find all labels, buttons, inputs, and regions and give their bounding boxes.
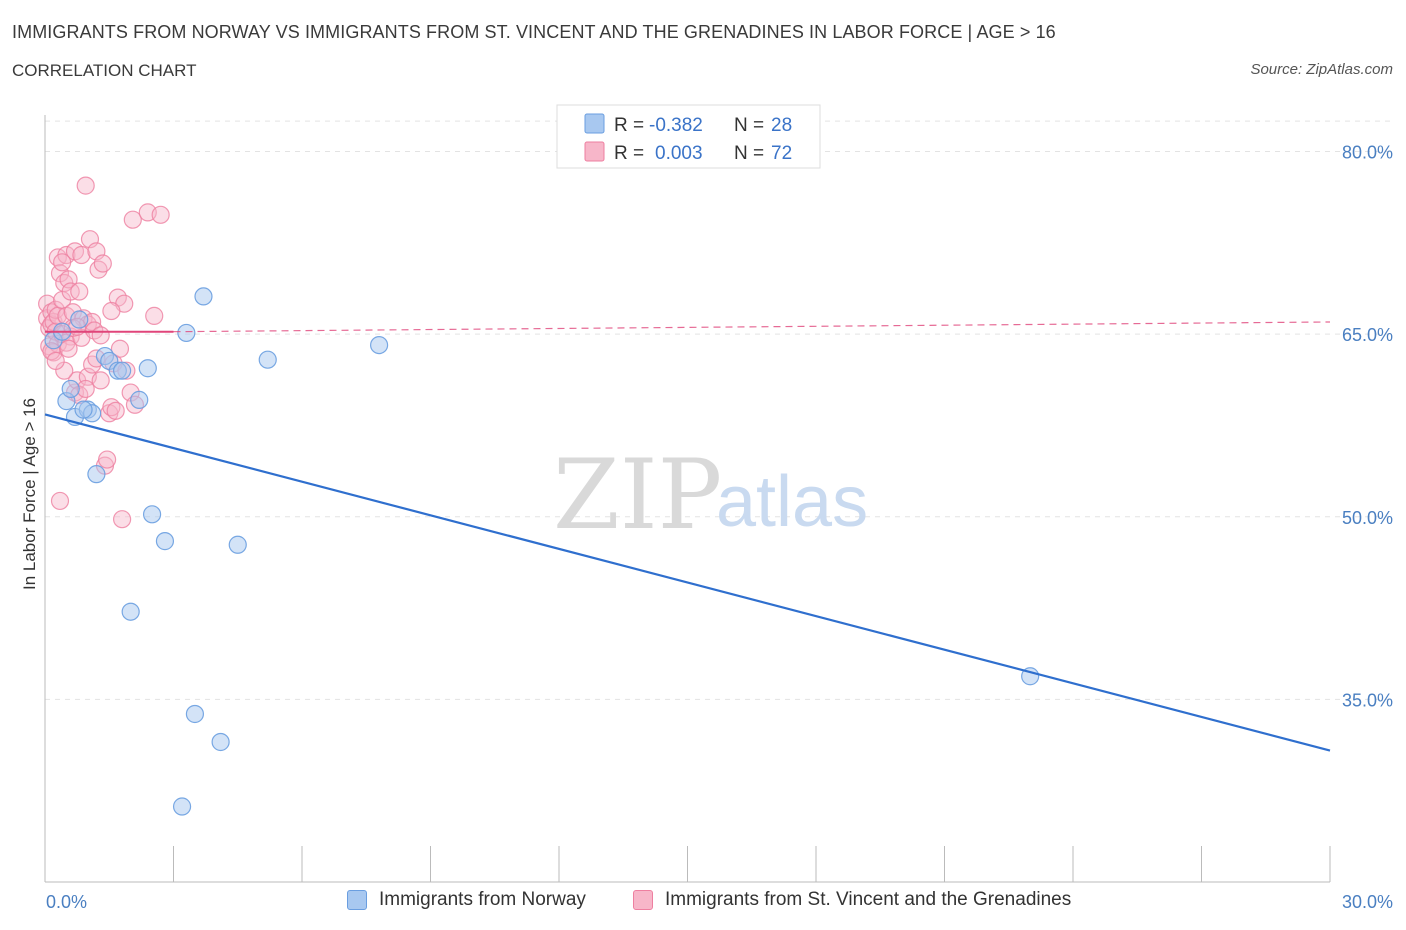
svg-point bbox=[59, 339, 78, 358]
norway-point bbox=[228, 535, 247, 554]
svg-trend-line-dashed bbox=[173, 321, 1331, 333]
norway-point bbox=[61, 379, 80, 399]
norway-point bbox=[185, 704, 205, 724]
y-axis-title: In Labor Force | Age > 16 bbox=[20, 398, 39, 590]
svg-point bbox=[98, 450, 117, 469]
svg-point bbox=[110, 339, 130, 358]
svg-point bbox=[151, 205, 170, 224]
norway-point bbox=[138, 359, 157, 378]
norway-trend-line bbox=[44, 413, 1331, 752]
svg-point bbox=[102, 301, 121, 321]
svg-point bbox=[46, 351, 65, 371]
x-tick-label-min: 0.0% bbox=[46, 892, 87, 912]
svg-point bbox=[91, 371, 110, 390]
svg-point bbox=[50, 491, 70, 511]
norway-point bbox=[121, 602, 140, 621]
svg-n-label: N = bbox=[734, 143, 764, 164]
svg-swatch bbox=[633, 890, 653, 910]
svg-r-label: R = bbox=[614, 143, 644, 164]
legend-item-norway: Immigrants from Norway bbox=[347, 889, 586, 911]
norway-series-points bbox=[44, 287, 1040, 816]
y-tick-label-65: 65.0% bbox=[1342, 325, 1393, 345]
norway-point bbox=[258, 350, 277, 369]
norway-n-label: N = bbox=[734, 115, 764, 136]
y-tick-label-50: 50.0% bbox=[1342, 508, 1393, 528]
svg-n-value: 72 bbox=[771, 143, 792, 164]
svg-point bbox=[112, 510, 132, 529]
legend-item-svg: Immigrants from St. Vincent and the Gren… bbox=[633, 889, 1071, 911]
norway-n-value: 28 bbox=[771, 115, 792, 136]
chart-title: IMMIGRANTS FROM NORWAY VS IMMIGRANTS FRO… bbox=[12, 22, 1056, 42]
svg-point bbox=[53, 253, 72, 272]
norway-point bbox=[142, 505, 162, 524]
svg-point bbox=[106, 401, 125, 420]
svg-point bbox=[91, 326, 110, 345]
norway-swatch bbox=[347, 890, 367, 910]
legend-label-svg: Immigrants from St. Vincent and the Gren… bbox=[665, 889, 1072, 910]
svg-point bbox=[70, 282, 89, 301]
norway-point bbox=[172, 797, 192, 816]
x-tick-label-max: 30.0% bbox=[1342, 892, 1393, 912]
norway-point bbox=[74, 400, 93, 419]
y-tick-label-35: 35.0% bbox=[1342, 690, 1393, 710]
norway-point bbox=[194, 287, 213, 306]
y-tick-label-80: 80.0% bbox=[1342, 143, 1393, 163]
source-credit: Source: ZipAtlas.com bbox=[1250, 61, 1393, 78]
watermark: ZIP atlas bbox=[553, 439, 868, 551]
series-legend: Immigrants from Norway Immigrants from S… bbox=[0, 889, 1406, 917]
chart-subtitle: CORRELATION CHART bbox=[12, 61, 197, 80]
stats-legend: R = -0.382 N = 28 R = 0.003 N = 72 bbox=[556, 104, 821, 169]
trend-lines bbox=[44, 321, 1331, 752]
x-tick-labels: 0.0% 30.0% bbox=[46, 892, 1393, 912]
y-tick-labels: 35.0% 50.0% 65.0% 80.0% bbox=[1342, 143, 1393, 711]
svg-point bbox=[93, 254, 112, 273]
svg-r-value: 0.003 bbox=[655, 143, 703, 164]
norway-point bbox=[130, 390, 149, 409]
norway-r-label: R = bbox=[614, 115, 644, 136]
svg-point bbox=[145, 306, 164, 325]
svg-point bbox=[76, 176, 95, 195]
grid-lines bbox=[45, 120, 1395, 700]
norway-legend-swatch bbox=[584, 113, 605, 134]
axes bbox=[44, 115, 1331, 883]
norway-point bbox=[112, 361, 132, 380]
svg-point bbox=[72, 245, 91, 265]
norway-point bbox=[211, 732, 230, 752]
watermark-atlas: atlas bbox=[716, 462, 868, 542]
norway-point bbox=[87, 465, 106, 484]
norway-point bbox=[155, 532, 175, 551]
norway-point bbox=[370, 336, 389, 355]
watermark-zip: ZIP bbox=[553, 439, 722, 551]
norway-point bbox=[177, 323, 196, 343]
legend-label-norway: Immigrants from Norway bbox=[379, 889, 586, 910]
svg-legend-swatch bbox=[584, 141, 605, 162]
svg-point bbox=[123, 210, 142, 229]
norway-point bbox=[70, 310, 89, 329]
norway-r-value: -0.382 bbox=[649, 115, 703, 136]
svg-series-points bbox=[38, 176, 170, 529]
